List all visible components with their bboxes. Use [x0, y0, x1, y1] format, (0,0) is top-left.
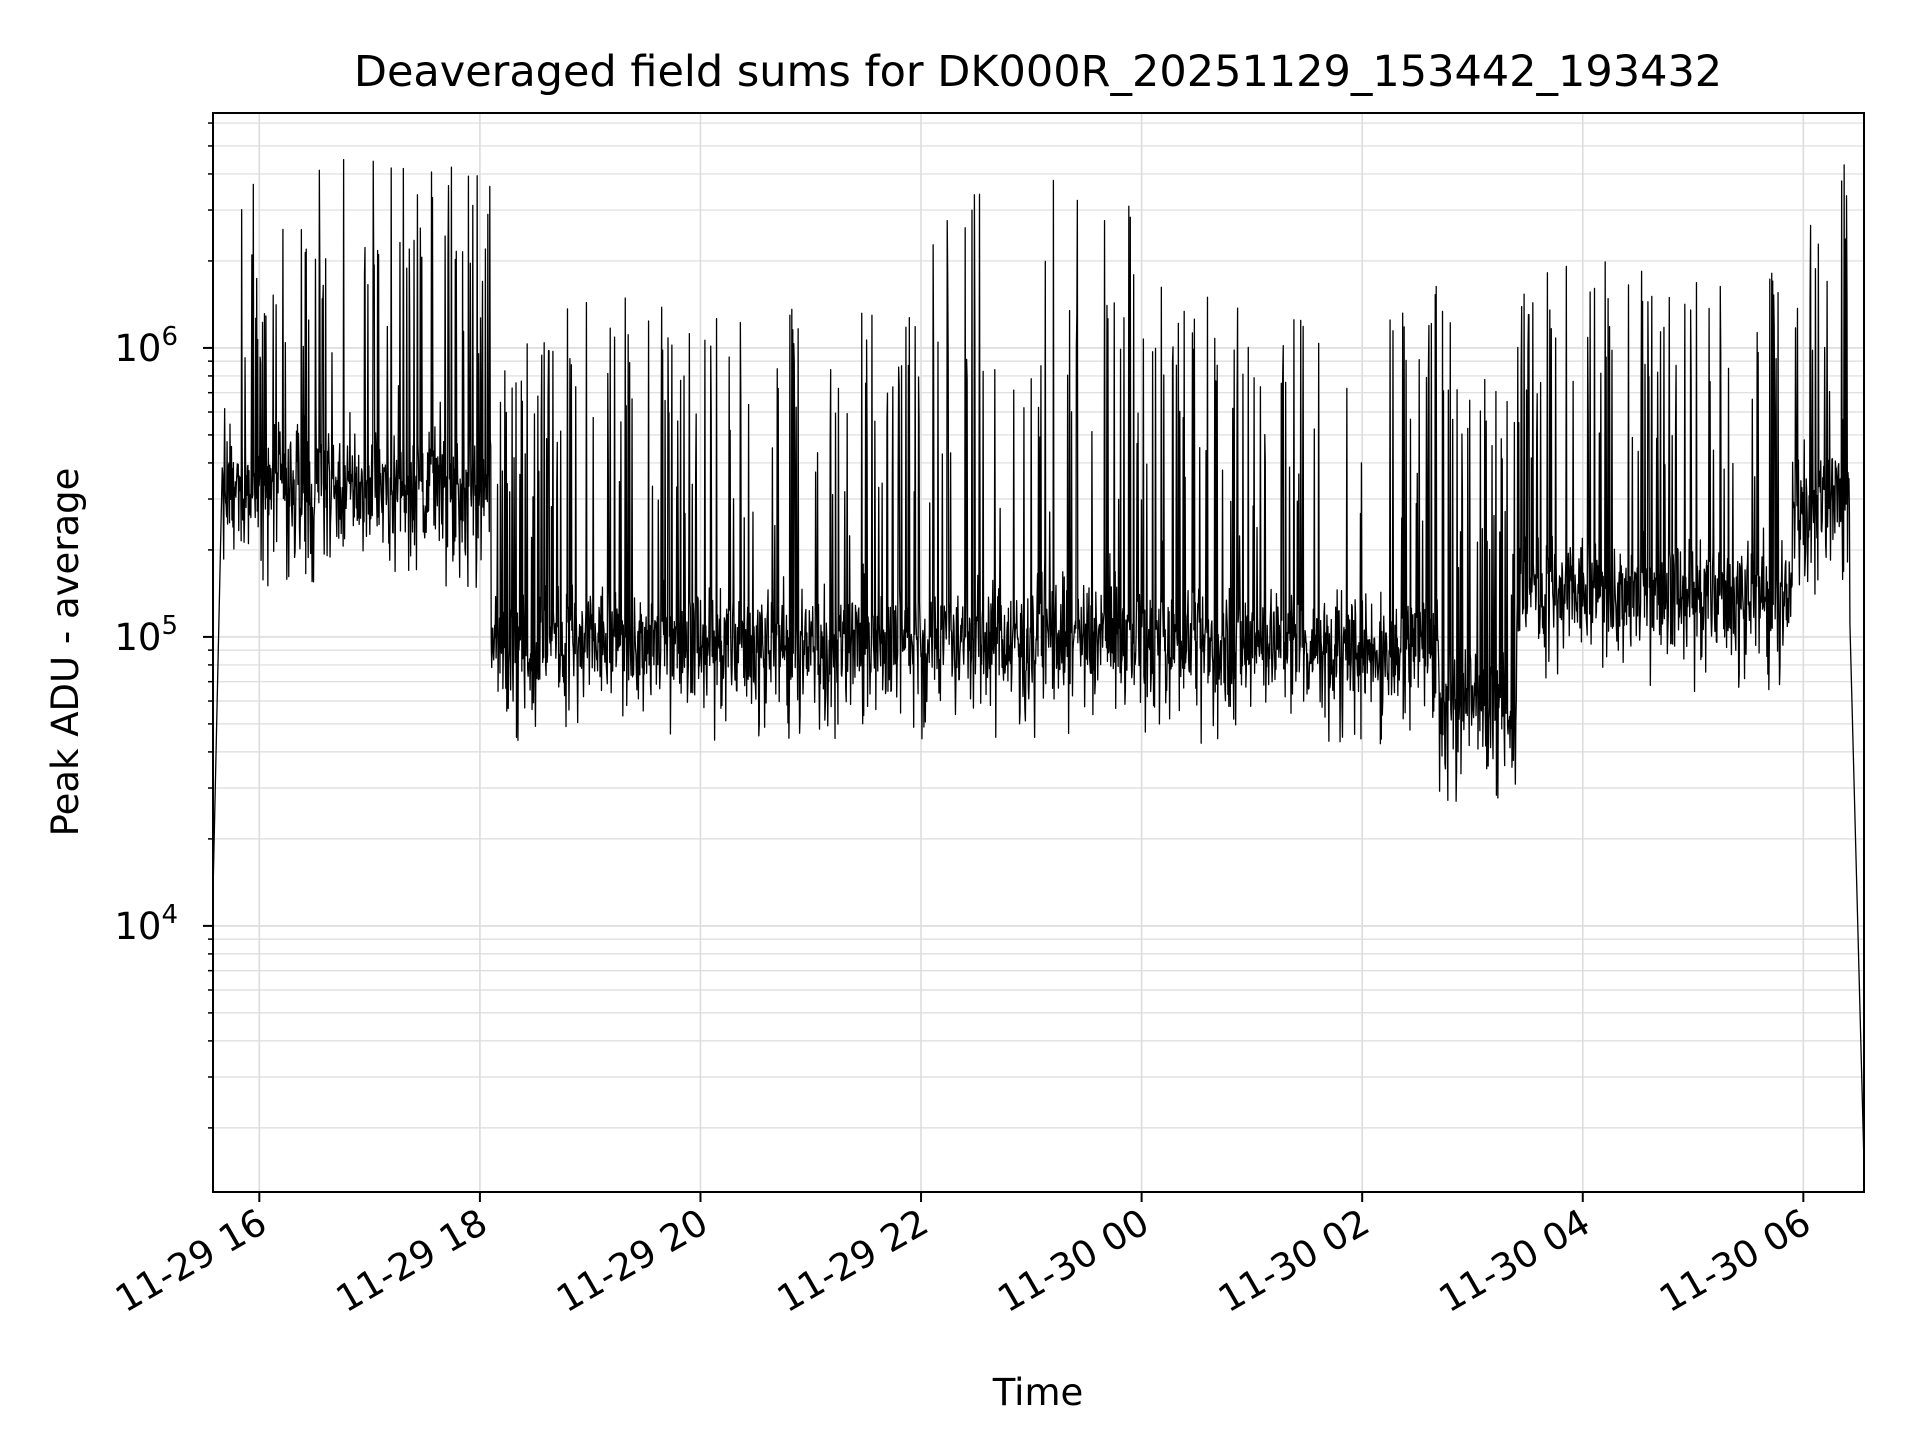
data-line: [212, 158, 1865, 1165]
y-tick-base: 10: [114, 616, 161, 659]
plot-frame: [212, 112, 1865, 1193]
x-axis-label: Time: [992, 1371, 1084, 1414]
y-tick-label: 104: [114, 900, 178, 948]
y-axis-label: Peak ADU - average: [44, 468, 87, 837]
y-tick-label: 105: [114, 611, 178, 659]
y-tick-exponent: 5: [161, 611, 178, 641]
y-tick-base: 10: [114, 905, 161, 948]
data-series: [212, 158, 1865, 1165]
chart-title: Deaveraged field sums for DK000R_2025112…: [354, 47, 1722, 97]
y-tick-exponent: 6: [161, 322, 178, 352]
y-tick-base: 10: [114, 327, 161, 370]
y-tick-label: 106: [114, 322, 178, 370]
y-tick-exponent: 4: [161, 900, 178, 930]
